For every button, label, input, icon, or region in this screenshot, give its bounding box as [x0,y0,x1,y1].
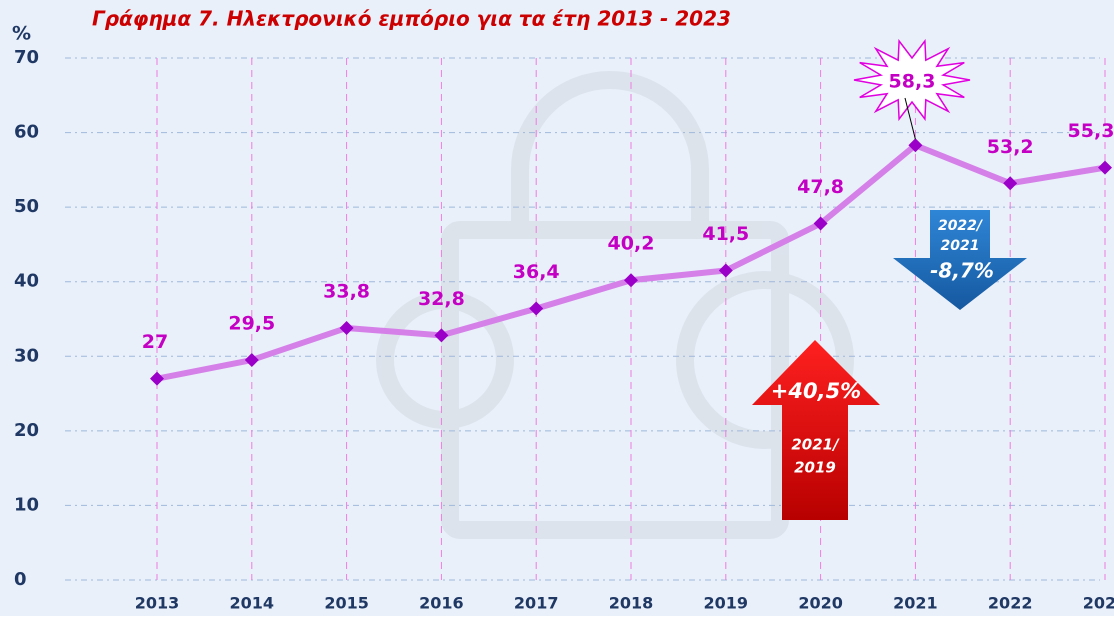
y-axis-unit: % [12,23,31,45]
annotation-period: 2021 [941,238,980,254]
annotation-period: 2019 [794,459,836,477]
x-tick-label: 2020 [798,594,843,613]
y-tick-label: 60 [14,122,39,143]
y-tick-label: 20 [14,420,39,441]
x-tick-label: 2022 [988,594,1033,613]
chart: % Γράφημα 7. Ηλεκτρονικό εμπόριο για τα … [0,0,1114,616]
data-label: 32,8 [418,288,465,310]
data-label: 47,8 [797,176,844,198]
y-tick-label: 0 [14,569,27,590]
y-tick-label: 50 [14,196,39,217]
chart-title: Γράφημα 7. Ηλεκτρονικό εμπόριο για τα έτ… [92,7,731,31]
data-label: 29,5 [228,313,275,335]
page: {"chart_data": {"type": "line", "title":… [0,0,1114,620]
x-tick-label: 2018 [609,594,654,613]
y-tick-label: 70 [14,47,39,68]
data-label: 58,3 [889,71,936,93]
data-label: 36,4 [513,261,560,283]
x-tick-label: 2017 [514,594,559,613]
x-tick-label: 2015 [324,594,369,613]
data-label: 40,2 [608,233,655,255]
x-tick-label: 2023 [1083,594,1114,613]
annotation-period: 2021/ [791,436,840,454]
data-label: 33,8 [323,280,370,302]
x-tick-label: 2021 [893,594,938,613]
data-label: 53,2 [987,136,1034,158]
data-label: 27 [142,331,168,353]
annotation-value: +40,5% [771,379,861,403]
data-label: 55,3 [1068,120,1114,142]
y-tick-label: 30 [14,345,39,366]
x-tick-label: 2013 [135,594,180,613]
annotation-value: -8,7% [930,259,994,283]
annotation-period: 2022/ [938,218,984,234]
x-tick-label: 2019 [704,594,749,613]
y-tick-label: 10 [14,494,39,515]
y-tick-label: 40 [14,271,39,292]
x-tick-label: 2014 [230,594,275,613]
data-label: 41,5 [702,223,749,245]
x-tick-label: 2016 [419,594,464,613]
